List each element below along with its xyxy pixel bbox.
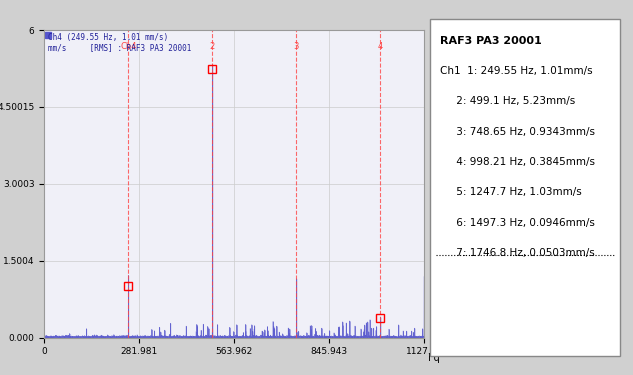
Text: 7: 1746.8 Hz, 0.0503mm/s: 7: 1746.8 Hz, 0.0503mm/s	[440, 248, 594, 258]
Text: RAF3 PA3 20001: RAF3 PA3 20001	[440, 36, 542, 46]
Text: 4: 998.21 Hz, 0.3845mm/s: 4: 998.21 Hz, 0.3845mm/s	[440, 157, 595, 167]
Text: 2: 2	[210, 42, 215, 51]
Text: 2: 499.1 Hz, 5.23mm/s: 2: 499.1 Hz, 5.23mm/s	[440, 96, 575, 106]
Text: 4: 4	[378, 42, 383, 51]
Text: 3: 3	[294, 42, 299, 51]
Text: Ch4: Ch4	[120, 42, 137, 51]
Text: Fq: Fq	[428, 353, 440, 363]
Text: 5: 1247.7 Hz, 1.03mm/s: 5: 1247.7 Hz, 1.03mm/s	[440, 188, 582, 198]
Text: Ch1  1: 249.55 Hz, 1.01mm/s: Ch1 1: 249.55 Hz, 1.01mm/s	[440, 66, 592, 76]
Text: Ch4 (249.55 Hz, 1.01 mm/s)
mm/s     [RMS] : RAF3 PA3 20001: Ch4 (249.55 Hz, 1.01 mm/s) mm/s [RMS] : …	[48, 33, 192, 53]
FancyBboxPatch shape	[430, 19, 620, 356]
Text: 6: 1497.3 Hz, 0.0946mm/s: 6: 1497.3 Hz, 0.0946mm/s	[440, 218, 595, 228]
Text: 5: 5	[462, 42, 467, 51]
Text: 3: 748.65 Hz, 0.9343mm/s: 3: 748.65 Hz, 0.9343mm/s	[440, 127, 595, 137]
